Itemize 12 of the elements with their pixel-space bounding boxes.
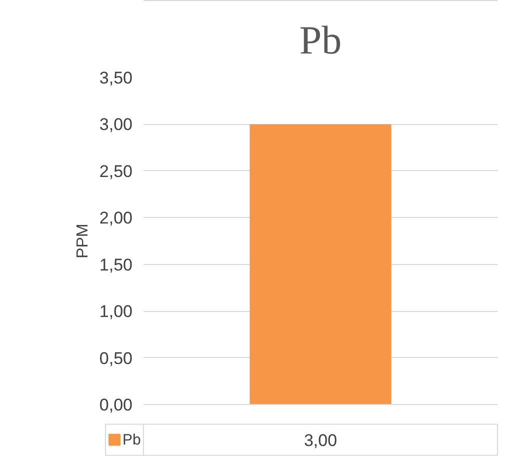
y-tick-label: 0,50 [99, 348, 133, 368]
y-tick-label: 2,50 [99, 162, 133, 181]
y-tick-label: 1,50 [99, 255, 133, 274]
y-tick-label: 3,50 [99, 68, 133, 88]
data-label: 3,00 [304, 430, 338, 450]
y-tick-label: 3,00 [99, 115, 133, 134]
y-tick-label: 2,00 [99, 208, 133, 228]
y-axis-title: PPM [74, 224, 92, 258]
chart-title: Pb [299, 18, 342, 62]
legend-label: Pb [122, 431, 141, 448]
y-tick-label: 0,00 [99, 396, 133, 414]
y-tick-label: 1,00 [99, 302, 133, 322]
